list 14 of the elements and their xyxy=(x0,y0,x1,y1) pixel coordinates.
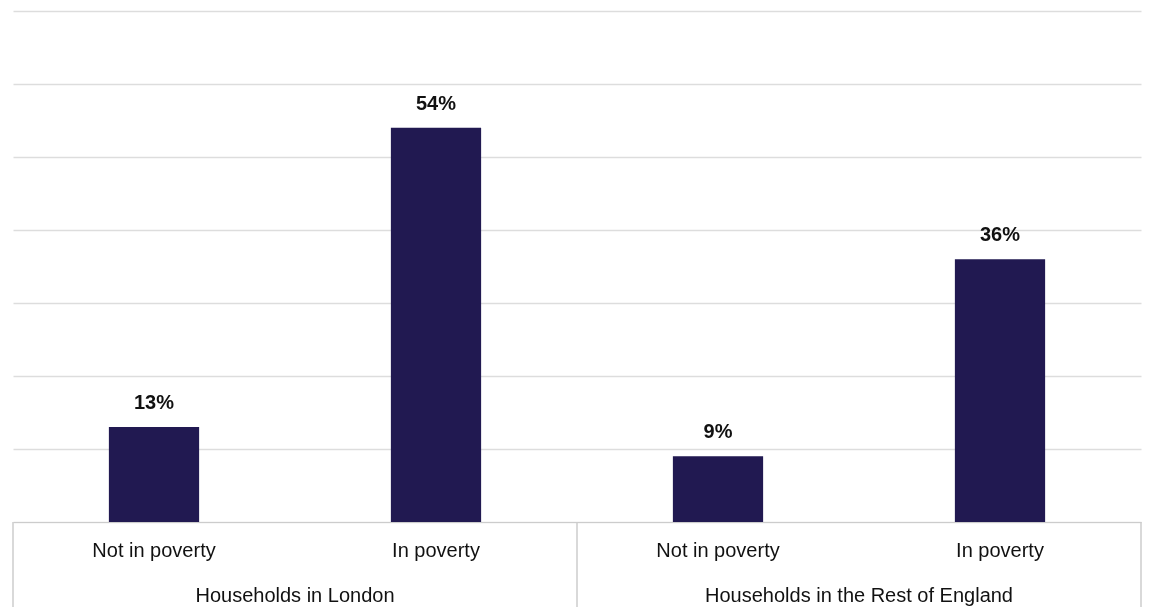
data-label: 9% xyxy=(703,420,733,443)
data-label: 36% xyxy=(979,223,1021,246)
text: Households in the Rest of England xyxy=(705,584,1013,606)
bar xyxy=(954,259,1046,522)
data-label: 54% xyxy=(415,91,457,114)
bar xyxy=(108,427,200,522)
bar xyxy=(672,456,764,522)
bar xyxy=(390,127,482,522)
x-tick-label: Not in poverty xyxy=(92,538,216,561)
x-tick-label: In poverty xyxy=(956,538,1044,561)
text: Households in London xyxy=(195,584,395,606)
x-tick-label: Not in poverty xyxy=(656,538,780,561)
x-tick-label: In poverty xyxy=(392,538,480,561)
data-label: 13% xyxy=(133,391,175,414)
